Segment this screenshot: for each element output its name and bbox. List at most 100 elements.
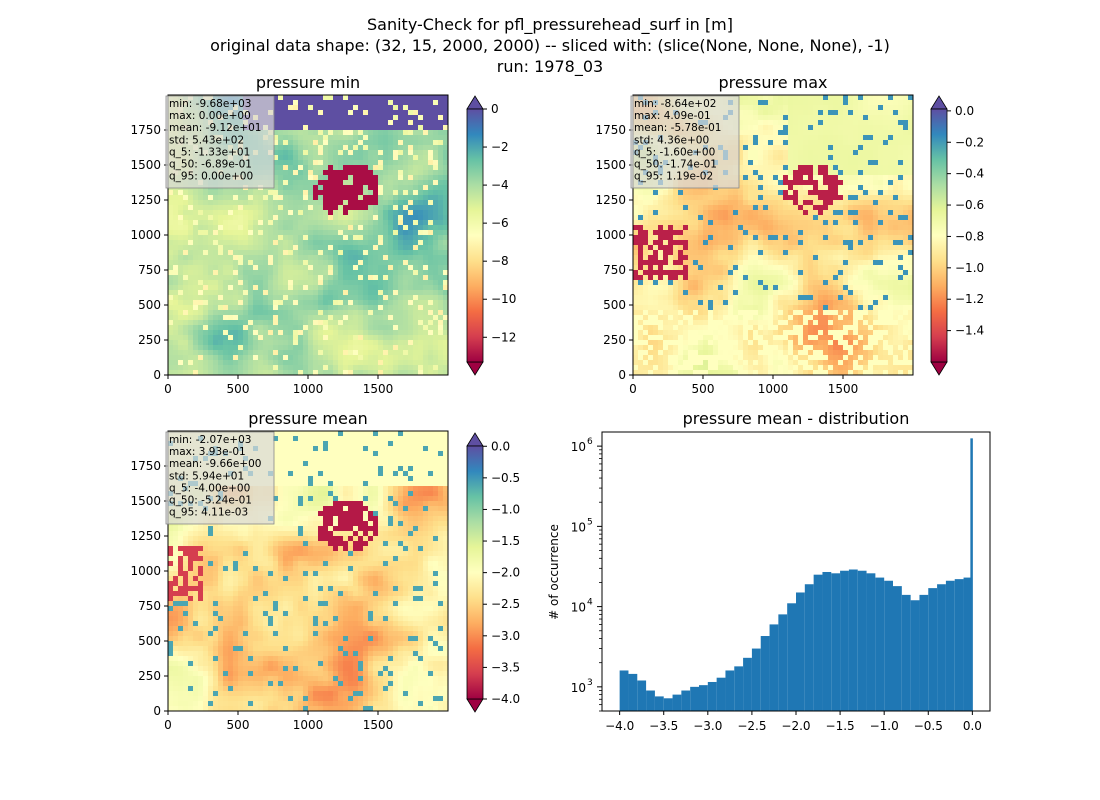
heatmap-cell <box>313 270 319 276</box>
heatmap-cell <box>338 320 344 326</box>
heatmap-cell <box>688 190 694 196</box>
heatmap-cell <box>848 160 854 166</box>
heatmap-cell <box>848 185 854 191</box>
heatmap-cell <box>698 205 704 211</box>
heatmap-cell <box>283 270 289 276</box>
heatmap-cell <box>363 330 369 336</box>
heatmap-cell <box>303 350 309 356</box>
heatmap-cell <box>853 155 859 161</box>
heatmap-cell <box>178 215 184 221</box>
heatmap-cell <box>873 215 879 221</box>
heatmap-cell <box>428 225 434 231</box>
heatmap-cell <box>388 350 394 356</box>
heatmap-cell <box>428 210 434 216</box>
heatmap-cell <box>803 145 809 151</box>
heatmap-cell <box>423 285 429 291</box>
heatmap-cell <box>843 130 849 136</box>
heatmap-cell <box>388 315 394 321</box>
heatmap-cell <box>708 230 714 236</box>
heatmap-cell <box>298 140 304 146</box>
heatmap-cell <box>873 150 879 156</box>
heatmap-cell <box>798 225 804 231</box>
heatmap-cell <box>263 345 269 351</box>
heatmap-cell <box>378 160 384 166</box>
heatmap-cell <box>438 215 444 221</box>
heatmap-cell <box>433 255 439 261</box>
heatmap-cell <box>858 210 864 216</box>
heatmap-cell <box>838 165 844 171</box>
heatmap-cell <box>343 370 349 375</box>
heatmap-cell <box>863 240 869 246</box>
heatmap-cell <box>678 245 684 251</box>
heatmap-cell <box>738 195 744 201</box>
heatmap-cell <box>723 220 729 226</box>
heatmap-cell <box>338 280 344 286</box>
heatmap-cell <box>868 120 874 126</box>
heatmap-cell <box>383 180 389 186</box>
heatmap-cell <box>443 360 448 366</box>
heatmap-cell <box>333 225 339 231</box>
heatmap-cell <box>243 275 249 281</box>
heatmap-cell <box>413 345 419 351</box>
heatmap-cell <box>258 335 264 341</box>
heatmap-cell <box>833 200 839 206</box>
heatmap-cell <box>738 100 744 106</box>
heatmap-cell <box>183 350 189 356</box>
heatmap-cell <box>433 120 439 126</box>
heatmap-cell <box>283 130 289 136</box>
heatmap-cell <box>823 200 829 206</box>
heatmap-cell <box>438 355 444 361</box>
heatmap-cell <box>308 115 314 121</box>
heatmap-cell <box>193 360 199 366</box>
heatmap-cell <box>218 305 224 311</box>
heatmap-cell <box>223 295 229 301</box>
heatmap-cell <box>858 215 864 221</box>
heatmap-cell <box>213 240 219 246</box>
heatmap-cell <box>788 235 794 241</box>
heatmap-cell <box>358 295 364 301</box>
heatmap-cell <box>693 230 699 236</box>
heatmap-cell <box>183 285 189 291</box>
heatmap-cell <box>353 140 359 146</box>
heatmap-cell <box>298 285 304 291</box>
heatmap-cell <box>823 180 829 186</box>
heatmap-cell <box>233 355 239 361</box>
heatmap-cell <box>168 195 174 201</box>
heatmap-cell <box>798 250 804 256</box>
heatmap-cell <box>648 245 654 251</box>
heatmap-cell <box>388 290 394 296</box>
heatmap-cell <box>778 160 784 166</box>
heatmap-cell <box>293 335 299 341</box>
heatmap-cell <box>328 350 334 356</box>
heatmap-cell <box>893 245 899 251</box>
heatmap-cell <box>233 370 239 375</box>
heatmap-cell <box>443 325 448 331</box>
heatmap-cell <box>858 225 864 231</box>
heatmap-cell <box>758 115 764 121</box>
colorbar-tick-label: −4 <box>491 178 509 192</box>
heatmap-cell <box>328 135 334 141</box>
heatmap-cell <box>208 350 214 356</box>
heatmap-cell <box>853 205 859 211</box>
heatmap-cell <box>378 235 384 241</box>
heatmap-cell <box>363 260 369 266</box>
heatmap-cell <box>633 250 639 256</box>
heatmap-cell <box>858 180 864 186</box>
heatmap-cell <box>243 345 249 351</box>
heatmap-cell <box>813 110 819 116</box>
heatmap-cell <box>368 115 374 121</box>
heatmap-cell <box>278 190 284 196</box>
heatmap-cell <box>768 95 774 101</box>
heatmap-cell <box>328 300 334 306</box>
heatmap-cell <box>383 100 389 106</box>
heatmap-cell <box>323 215 329 221</box>
heatmap-cell <box>398 110 404 116</box>
heatmap-cell <box>343 365 349 371</box>
heatmap-cell <box>283 220 289 226</box>
heatmap-cell <box>878 185 884 191</box>
heatmap-cell <box>878 165 884 171</box>
heatmap-cell <box>363 315 369 321</box>
heatmap-cell <box>358 210 364 216</box>
heatmap-cell <box>263 305 269 311</box>
heatmap-cell <box>273 310 279 316</box>
